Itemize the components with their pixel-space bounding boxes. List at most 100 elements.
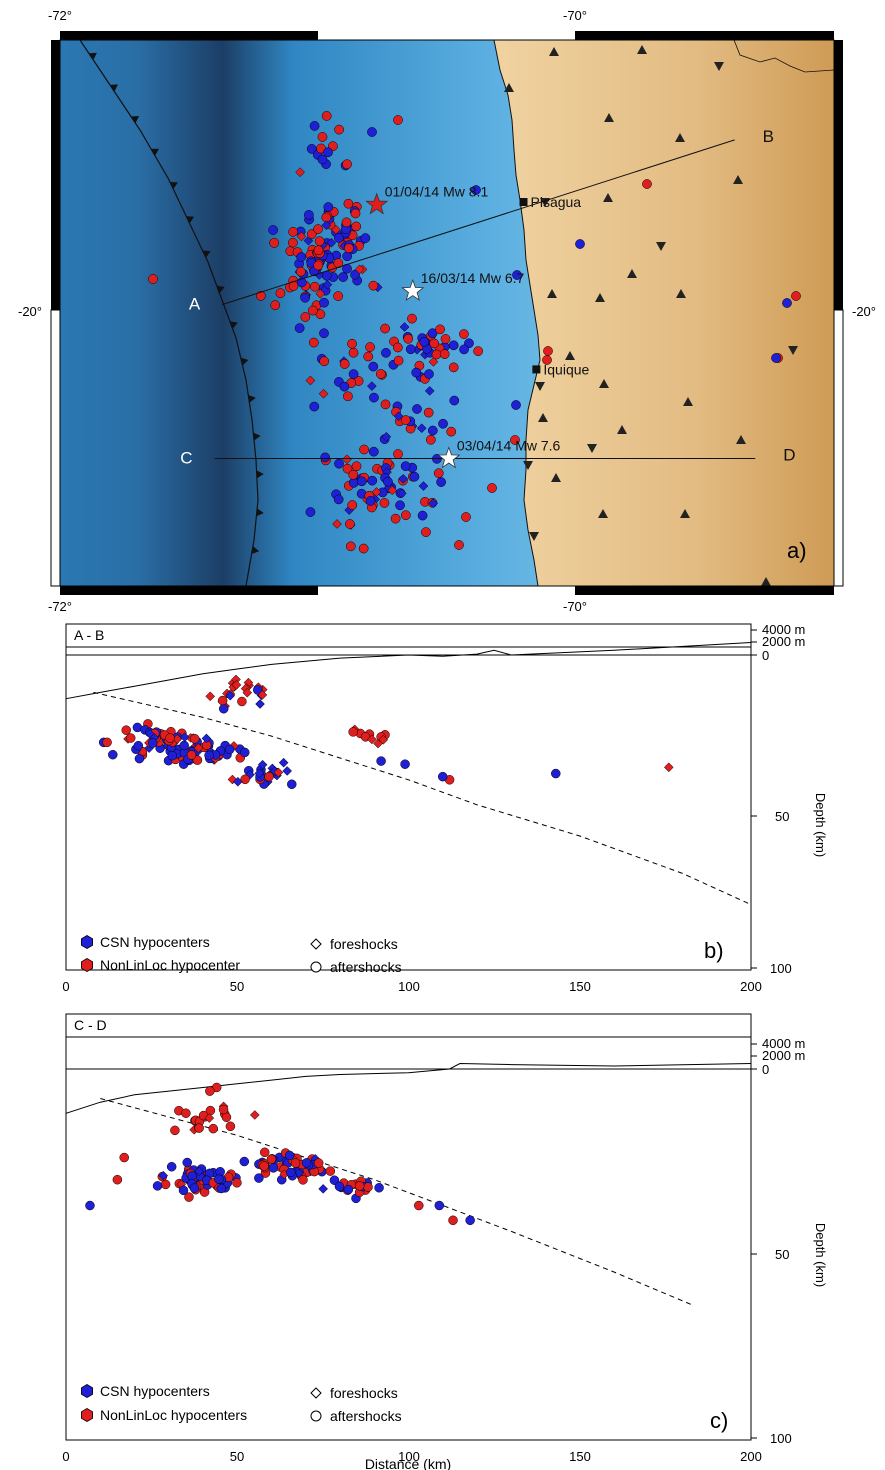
legend-nll-label: NonLinLoc hypocenter: [100, 957, 240, 973]
map-foreshock: [366, 381, 377, 391]
section-b-x-tick-50: 50: [230, 979, 244, 994]
trench-tooth: [186, 216, 195, 224]
map-event: [511, 400, 521, 410]
hypocenter-aftershock: [414, 1200, 424, 1211]
mainshock-label: 01/04/14 Mw 8.1: [385, 184, 489, 200]
map-aftershock: [334, 124, 344, 135]
map-aftershock: [344, 243, 354, 254]
hypocenter-aftershock: [259, 1161, 269, 1171]
section-c-depth-50: 50: [775, 1247, 789, 1262]
profile-line: [222, 139, 735, 306]
hypocenter-foreshock: [158, 1170, 169, 1181]
map-aftershock: [459, 344, 469, 355]
hypocenter-aftershock: [290, 1158, 301, 1168]
profile-start-label: A: [189, 295, 201, 314]
cross-section-b: A - B b) CSN hypocenters NonLinLoc hypoc…: [62, 622, 828, 994]
map-foreshock: [305, 375, 316, 386]
map-aftershock: [345, 541, 356, 552]
station-triangle: [549, 47, 559, 56]
map-foreshock: [381, 431, 392, 442]
legend-csn-label: CSN hypocenters: [100, 934, 210, 950]
x-axis-label: Distance (km): [365, 1456, 451, 1470]
map-aftershock: [319, 356, 330, 367]
section-b-x-tick-100: 100: [398, 979, 420, 994]
map-aftershock: [351, 461, 362, 472]
map-aftershock: [440, 334, 451, 344]
legend-foreshocks-label: foreshocks: [330, 1385, 398, 1401]
hypocenter-aftershock: [166, 1161, 177, 1172]
map-foreshock: [387, 485, 398, 496]
map-lon-tick-left-top: -72°: [48, 8, 72, 23]
map-aftershock: [348, 347, 359, 358]
section-c-x-tick-100: 100: [398, 1449, 420, 1464]
map-aftershock: [288, 237, 298, 248]
map-aftershock: [275, 288, 286, 299]
map-aftershock: [320, 452, 331, 463]
map-aftershock: [412, 404, 422, 414]
hypocenter-aftershock: [170, 1125, 180, 1136]
section-c-x-tick-0: 0: [62, 1449, 69, 1464]
map-aftershock: [339, 381, 350, 392]
hypocenter-foreshock: [179, 732, 190, 743]
station-triangle: [680, 509, 690, 518]
map-aftershock: [427, 425, 438, 436]
town-marker: [519, 198, 528, 206]
section-b-elev-4000: 4000 m: [762, 622, 805, 637]
hypocenter-aftershock: [237, 696, 247, 707]
map-aftershock: [449, 395, 460, 406]
hypocenter-aftershock: [325, 1166, 336, 1176]
map-lat-tick-left: -20°: [18, 304, 42, 319]
legend-nll-label: NonLinLoc hypocenters: [100, 1407, 247, 1423]
town-label: Pisagua: [531, 194, 582, 210]
map-aftershock: [429, 338, 440, 349]
map-foreshock: [354, 264, 365, 275]
map-events: [148, 111, 801, 554]
hypocenter-foreshock: [245, 769, 255, 780]
trench-teeth: [88, 52, 264, 554]
hypocenter-aftershock: [218, 703, 229, 714]
hypocenter-aftershock: [182, 1157, 192, 1168]
map-aftershock: [309, 281, 320, 292]
section-c-ylabel: Depth (km): [813, 1223, 828, 1287]
map-aftershock: [424, 369, 434, 379]
map-aftershock: [343, 198, 354, 209]
map-aftershock: [305, 507, 316, 517]
map-aftershock: [368, 280, 379, 291]
trench-tooth: [256, 508, 264, 517]
map-aftershock: [300, 292, 310, 303]
hypocenter-aftershock: [218, 1104, 229, 1115]
hypocenter-aftershock: [119, 1152, 129, 1163]
hypocenter-aftershock: [329, 1175, 340, 1185]
map-lat-tick-right: -20°: [852, 304, 876, 319]
hypocenter-foreshock: [254, 768, 265, 779]
map-aftershock: [319, 328, 329, 339]
station-triangle: [595, 293, 605, 302]
station-triangle: [565, 351, 575, 360]
hypocenter-aftershock: [334, 1181, 345, 1192]
hypocenter-aftershock: [264, 771, 274, 782]
map-aftershock: [448, 340, 459, 351]
map-panel: A B C D 01/04/14 Mw 8.1 16/03/14 Mw 6.7 03/04/…: [18, 8, 876, 614]
map-event: [461, 512, 471, 522]
hypocenter-aftershock: [465, 1215, 475, 1226]
hypocenter-aftershock: [194, 1123, 204, 1133]
map-foreshock: [428, 357, 439, 367]
map-aftershock: [365, 342, 375, 352]
section-c-profile-label: C - D: [74, 1017, 107, 1033]
town-marker: [532, 365, 541, 374]
mainshock-star: [365, 192, 389, 215]
station-triangle: [736, 435, 746, 444]
coastline: [493, 40, 541, 586]
hypocenter-aftershock: [186, 750, 197, 760]
station-triangle: [504, 83, 514, 92]
slab-interface: [93, 691, 752, 906]
map-aftershock: [448, 362, 459, 373]
map-aftershock: [317, 154, 328, 165]
map-aftershock: [351, 221, 362, 232]
hypocenter-aftershock: [313, 1158, 324, 1168]
map-event: [471, 185, 481, 195]
hypocenter-foreshock: [378, 734, 389, 745]
station-triangle: [683, 397, 693, 406]
station-triangle: [598, 509, 608, 518]
legend-csn-marker: [81, 1384, 93, 1398]
